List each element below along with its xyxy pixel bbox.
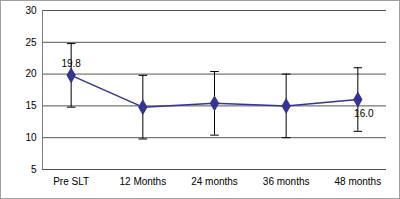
svg-text:19.8: 19.8 xyxy=(61,58,81,69)
svg-text:30: 30 xyxy=(25,5,37,16)
svg-text:16.0: 16.0 xyxy=(354,108,374,119)
svg-text:15: 15 xyxy=(25,100,37,111)
svg-text:25: 25 xyxy=(25,37,37,48)
svg-text:Pre SLT: Pre SLT xyxy=(53,176,89,187)
svg-text:10: 10 xyxy=(25,132,37,143)
svg-text:24 months: 24 months xyxy=(191,176,238,187)
svg-text:36 months: 36 months xyxy=(263,176,310,187)
svg-text:5: 5 xyxy=(31,164,37,175)
svg-text:20: 20 xyxy=(25,68,37,79)
svg-text:48 months: 48 months xyxy=(334,176,381,187)
svg-text:12 Months: 12 Months xyxy=(119,176,166,187)
